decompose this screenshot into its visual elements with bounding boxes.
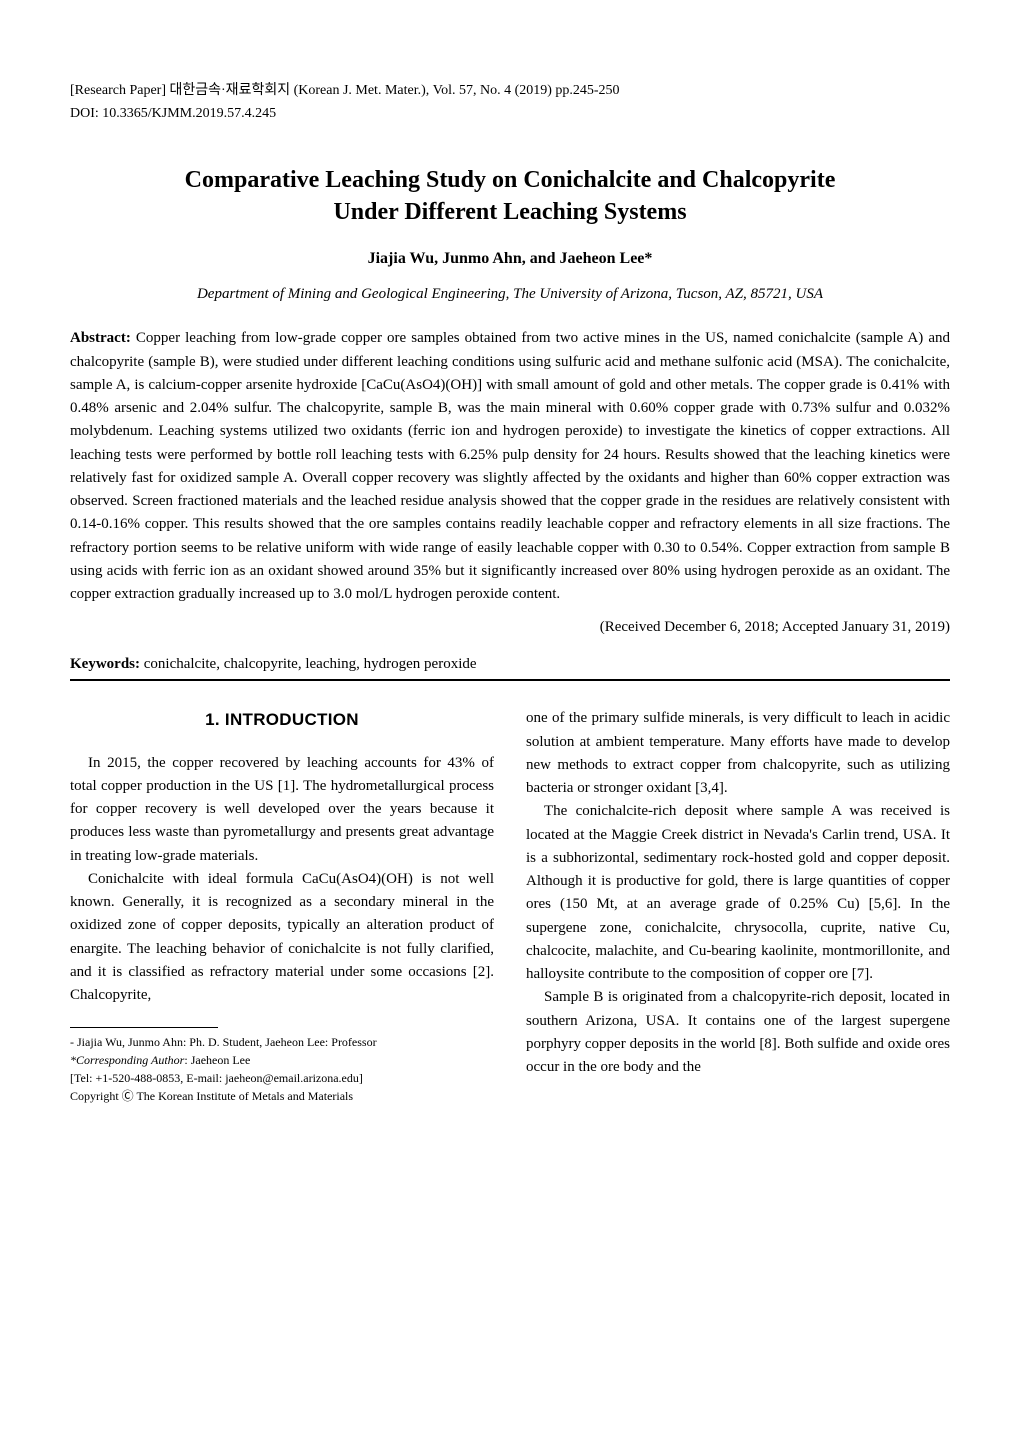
footnote-authors: - Jiajia Wu, Junmo Ahn: Ph. D. Student, … [70, 1034, 494, 1051]
abstract-label: Abstract: [70, 330, 131, 346]
footnote-contact: [Tel: +1-520-488-0853, E-mail: jaeheon@e… [70, 1070, 494, 1087]
footnote-divider [70, 1027, 218, 1028]
abstract-body: Copper leaching from low-grade copper or… [70, 330, 950, 602]
intro-paragraph-2: Conichalcite with ideal formula CaCu(AsO… [70, 868, 494, 1008]
keywords: Keywords: conichalcite, chalcopyrite, le… [70, 653, 950, 676]
title-line1: Comparative Leaching Study on Conichalci… [185, 167, 836, 193]
section-heading-introduction: 1. INTRODUCTION [70, 707, 494, 733]
authors: Jiajia Wu, Junmo Ahn, and Jaeheon Lee* [70, 247, 950, 271]
footnote-corresponding-label: *Corresponding Author [70, 1053, 184, 1067]
received-accepted: (Received December 6, 2018; Accepted Jan… [70, 616, 950, 639]
abstract: Abstract: Copper leaching from low-grade… [70, 327, 950, 606]
footnote-corresponding: *Corresponding Author: Jaeheon Lee [70, 1052, 494, 1069]
title-line2: Under Different Leaching Systems [333, 199, 686, 225]
intro-paragraph-5: Sample B is originated from a chalcopyri… [526, 986, 950, 1079]
footnotes: - Jiajia Wu, Junmo Ahn: Ph. D. Student, … [70, 1034, 494, 1104]
keywords-label: Keywords: [70, 656, 140, 672]
intro-paragraph-3: one of the primary sulfide minerals, is … [526, 707, 950, 800]
left-column: 1. INTRODUCTION In 2015, the copper reco… [70, 707, 494, 1105]
section-divider [70, 679, 950, 681]
two-column-body: 1. INTRODUCTION In 2015, the copper reco… [70, 707, 950, 1105]
keywords-body: conichalcite, chalcopyrite, leaching, hy… [140, 656, 477, 672]
intro-paragraph-4: The conichalcite-rich deposit where samp… [526, 800, 950, 986]
journal-line: [Research Paper] 대한금속·재료학회지 (Korean J. M… [70, 80, 950, 101]
header-meta: [Research Paper] 대한금속·재료학회지 (Korean J. M… [70, 80, 950, 124]
paper-title: Comparative Leaching Study on Conichalci… [70, 164, 950, 229]
footnote-corresponding-name: : Jaeheon Lee [184, 1053, 250, 1067]
intro-paragraph-1: In 2015, the copper recovered by leachin… [70, 752, 494, 868]
affiliation: Department of Mining and Geological Engi… [70, 283, 950, 306]
footnote-copyright: Copyright Ⓒ The Korean Institute of Meta… [70, 1088, 494, 1105]
doi-line: DOI: 10.3365/KJMM.2019.57.4.245 [70, 103, 950, 124]
right-column: one of the primary sulfide minerals, is … [526, 707, 950, 1105]
